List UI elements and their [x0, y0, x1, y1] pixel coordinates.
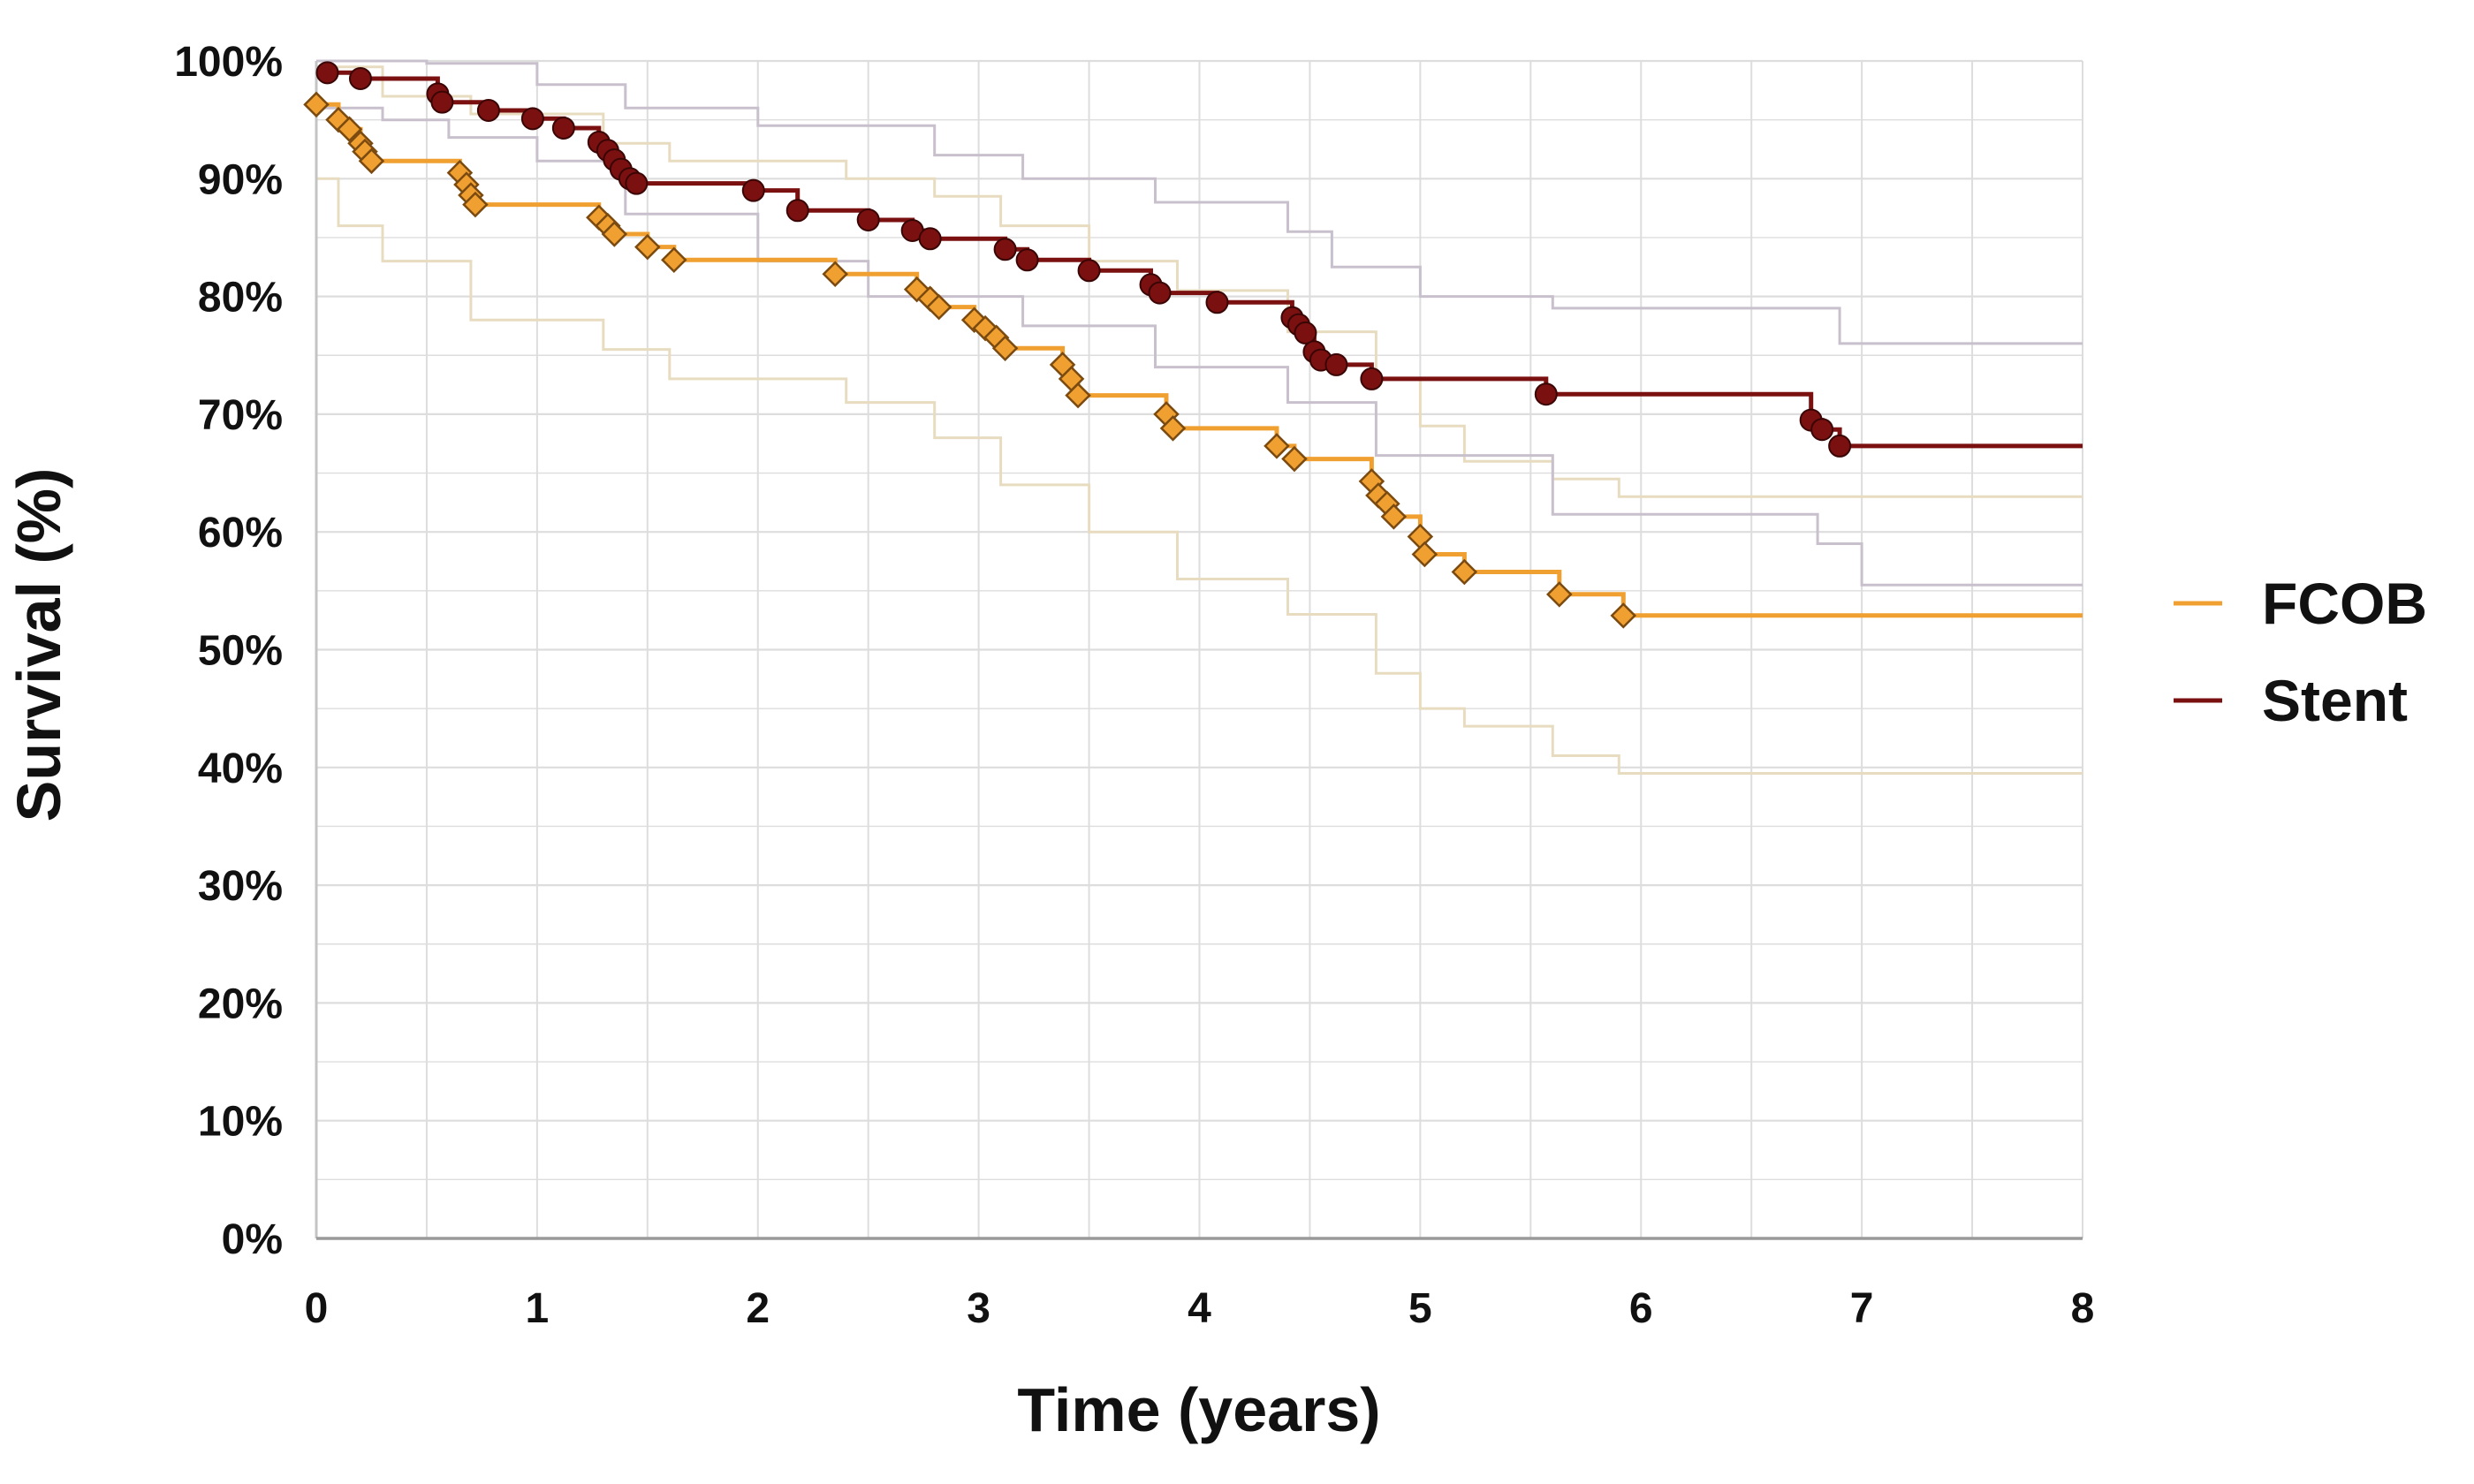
censor-markers: [303, 61, 1852, 629]
grid: [315, 59, 2083, 1240]
censor-marker-stent: [1828, 434, 1852, 458]
y-tick-label: 50%: [198, 628, 283, 675]
censor-marker-fcob: [1380, 504, 1408, 530]
censor-marker-stent: [1810, 418, 1834, 442]
y-tick-label: 10%: [198, 1099, 283, 1146]
censor-marker-fcob: [1065, 382, 1091, 409]
censor-marker-fcob: [336, 116, 363, 143]
y-axis-title: Survival (%): [4, 468, 73, 822]
censor-marker-fcob: [960, 307, 988, 334]
legend-label-fcob: FCOB: [2262, 571, 2427, 636]
censor-marker-stent: [1205, 291, 1229, 314]
legend: FCOB Stent: [2174, 571, 2427, 733]
y-tick-label: 20%: [198, 980, 283, 1027]
y-tick-label: 80%: [198, 275, 283, 322]
x-tick-label: 2: [746, 1285, 770, 1332]
y-tick-label: 90%: [198, 156, 283, 203]
censor-marker-stent: [1294, 321, 1317, 344]
censor-marker-fcob: [1281, 445, 1308, 473]
censor-marker-stent: [625, 171, 649, 195]
censor-marker-stent: [315, 61, 339, 85]
y-tick-label: 60%: [198, 510, 283, 556]
y-tick-label: 40%: [198, 746, 283, 792]
censor-marker-fcob: [358, 148, 385, 175]
censor-marker-fcob: [1546, 581, 1573, 608]
censor-marker-fcob: [1407, 523, 1434, 550]
censor-marker-stent: [918, 227, 942, 251]
censor-marker-fcob: [1159, 415, 1187, 442]
y-tick-label: 0%: [222, 1216, 283, 1263]
censor-marker-stent: [348, 66, 372, 90]
censor-marker-stent: [1534, 382, 1558, 406]
axes: [315, 61, 2083, 1240]
censor-marker-fcob: [1264, 433, 1290, 459]
censor-marker-fcob: [1610, 602, 1637, 629]
x-tick-label: 4: [1188, 1285, 1211, 1332]
censor-marker-fcob: [822, 261, 848, 288]
x-tick-label: 1: [526, 1285, 550, 1332]
ci-upper-stent: [316, 59, 2083, 345]
y-tick-label: 70%: [198, 392, 283, 439]
censor-marker-stent: [1148, 281, 1172, 305]
censor-marker-fcob: [925, 293, 952, 321]
tick-labels: 0% 10% 20% 30% 40% 50% 60% 70% 80% 90% 100% 0 1 2 3 4 5 6…: [174, 39, 2094, 1332]
censor-marker-fcob: [661, 246, 687, 274]
censor-marker-fcob: [462, 191, 489, 218]
censor-marker-stent: [856, 208, 880, 231]
censor-marker-fcob: [303, 91, 330, 118]
censor-marker-stent: [520, 107, 544, 131]
censor-marker-stent: [741, 178, 765, 202]
x-tick-label: 6: [1629, 1285, 1653, 1332]
censor-marker-fcob: [1451, 558, 1478, 586]
x-tick-label: 8: [2071, 1285, 2095, 1332]
x-axis-title: Time (years): [1017, 1375, 1380, 1444]
confidence-bands: [316, 59, 2083, 775]
x-tick-label: 3: [967, 1285, 990, 1332]
legend-label-stent: Stent: [2262, 668, 2408, 733]
censor-marker-stent: [1324, 352, 1348, 376]
x-tick-label: 5: [1408, 1285, 1432, 1332]
censor-marker-fcob: [991, 335, 1019, 362]
x-tick-label: 7: [1850, 1285, 1874, 1332]
censor-marker-stent: [785, 199, 809, 223]
x-tick-label: 0: [305, 1285, 329, 1332]
censor-marker-stent: [1015, 248, 1039, 272]
ci-lower-fcob: [316, 177, 2083, 775]
censor-marker-fcob: [601, 221, 628, 247]
censor-marker-stent: [993, 238, 1017, 261]
censor-marker-fcob: [1411, 541, 1438, 568]
censor-marker-stent: [1360, 367, 1384, 390]
censor-marker-stent: [430, 90, 454, 114]
censor-marker-stent: [1077, 259, 1101, 283]
censor-marker-fcob: [634, 233, 661, 261]
censor-marker-stent: [476, 98, 500, 122]
y-tick-label: 100%: [174, 39, 283, 86]
censor-marker-stent: [551, 116, 575, 140]
y-tick-label: 30%: [198, 863, 283, 910]
ci-lower-stent: [316, 106, 2083, 587]
